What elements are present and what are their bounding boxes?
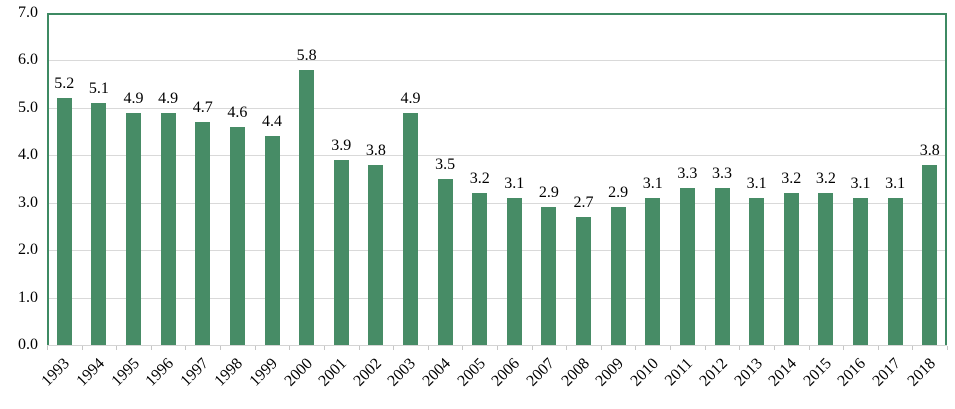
bar-value-label: 3.3: [677, 165, 698, 183]
bar-value-label: 3.1: [746, 174, 767, 192]
bar-value-label: 3.8: [365, 141, 386, 159]
x-axis-line: [47, 345, 947, 346]
bar-value-label: 4.7: [192, 99, 213, 117]
bar-value-label: 3.3: [712, 165, 732, 183]
bar-value-label: 4.9: [400, 89, 421, 107]
bar: [576, 216, 592, 345]
bar: [714, 188, 730, 345]
bar: [818, 193, 834, 345]
y-tick-label: 0.0: [18, 336, 38, 353]
bar-value-label: 3.2: [815, 170, 836, 188]
x-axis-tick: [947, 346, 948, 350]
bar: [541, 207, 557, 345]
x-axis-tick: [358, 346, 360, 350]
x-axis-tick: [254, 346, 256, 350]
x-axis-tick: [220, 346, 222, 350]
bar: [126, 112, 142, 345]
x-axis-tick: [773, 346, 775, 350]
bar: [783, 193, 799, 345]
bar: [472, 193, 488, 345]
x-axis-tick: [462, 346, 464, 350]
bar: [368, 164, 384, 345]
bar: [402, 112, 418, 345]
bar-value-label: 3.1: [504, 174, 525, 192]
bar-value-label: 3.1: [850, 174, 871, 192]
bar: [195, 122, 211, 345]
bar-value-label: 2.9: [608, 184, 629, 202]
bar: [610, 207, 626, 345]
bar: [437, 179, 453, 345]
x-axis-tick: [393, 346, 395, 350]
gridline: [49, 250, 945, 252]
y-tick-label: 6.0: [18, 51, 38, 69]
bar: [91, 103, 107, 345]
bar-value-label: 5.2: [54, 75, 75, 93]
bar: [506, 197, 522, 345]
x-axis-tick: [185, 346, 187, 350]
bar: [333, 160, 349, 345]
y-tick-label: 7.0: [18, 4, 38, 21]
x-axis-tick: [116, 346, 118, 350]
gridline: [49, 202, 945, 204]
x-axis-tick: [497, 346, 498, 350]
bar: [922, 164, 938, 345]
bar: [160, 112, 176, 345]
x-axis-tick: [877, 346, 879, 350]
bar-value-label: 5.1: [88, 80, 109, 98]
x-axis-tick: [670, 346, 672, 350]
bar-value-label: 3.9: [331, 137, 352, 155]
y-tick-label: 3.0: [18, 193, 38, 211]
x-axis-tick: [427, 346, 429, 350]
x-axis-tick: [635, 346, 637, 350]
bar-value-label: 5.8: [296, 46, 317, 64]
x-axis-tick: [150, 346, 152, 350]
gridline: [49, 297, 945, 299]
bar: [264, 136, 280, 345]
bar: [299, 69, 315, 345]
x-axis-tick: [704, 346, 706, 350]
x-axis-tick: [81, 346, 83, 350]
x-axis-tick: [912, 346, 914, 350]
bar-value-label: 3.5: [435, 156, 456, 173]
bar-value-label: 2.7: [573, 193, 594, 211]
gridline: [49, 155, 945, 157]
bar-value-label: 3.2: [469, 170, 490, 188]
y-tick-label: 5.0: [18, 98, 38, 116]
plot-area: 5.2 5.1 4.9 4.9 4.7 4.6 4.4 5.8 3.9 3.8 4.9 3.5 3.2 3…: [47, 13, 947, 345]
bar-value-label: 4.9: [158, 89, 179, 107]
bar-value-label: 3.2: [781, 170, 802, 188]
bar: [749, 197, 765, 345]
gridline: [49, 107, 945, 109]
bar: [679, 188, 695, 345]
y-tick-label: 2.0: [18, 241, 38, 259]
x-axis-tick: [289, 346, 291, 350]
bar-value-label: 3.8: [919, 141, 940, 159]
x-axis-tick: [531, 346, 533, 350]
bar: [887, 197, 903, 345]
bar: [229, 126, 245, 345]
x-axis-tick: [323, 346, 325, 350]
bar-value-label: 4.6: [227, 103, 248, 121]
x-axis-tick: [47, 346, 48, 350]
bar: [852, 197, 868, 345]
x-axis-tick: [843, 346, 845, 350]
x-axis-tick: [566, 346, 568, 350]
x-axis-tick: [808, 346, 810, 350]
x-axis-tick: [739, 346, 741, 350]
x-axis-tick: [600, 346, 602, 350]
gridline: [49, 60, 945, 62]
bar-value-label: 4.4: [262, 113, 282, 131]
bar-value-label: 3.1: [885, 174, 906, 192]
bar-value-label: 2.9: [538, 184, 559, 202]
y-tick-label: 4.0: [18, 146, 38, 164]
bar-value-label: 3.1: [642, 174, 663, 192]
bar: [56, 98, 72, 345]
y-tick-label: 1.0: [18, 288, 38, 306]
bar: [645, 197, 661, 345]
bar-value-label: 4.9: [123, 89, 144, 107]
